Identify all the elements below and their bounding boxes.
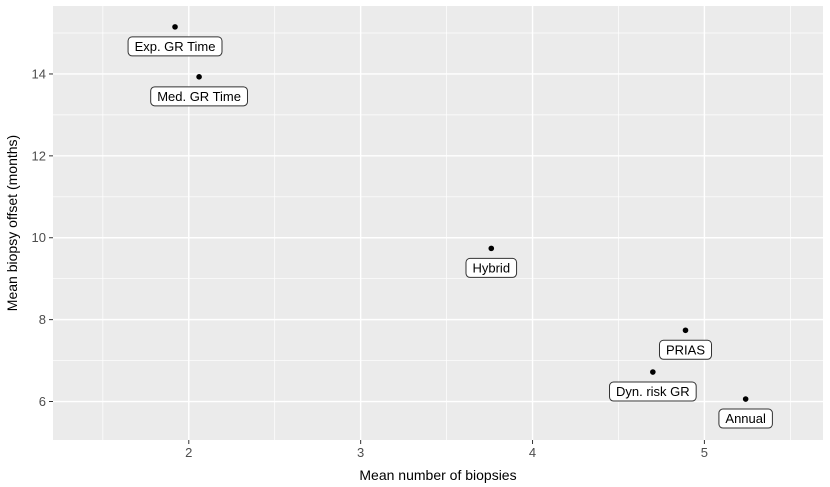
point-label-box (127, 36, 223, 57)
point-label-text: Annual (725, 411, 766, 426)
data-point (488, 245, 495, 252)
point-label-box (718, 408, 773, 429)
grid-layer (53, 6, 823, 440)
point-label: Med. GR Time (150, 86, 248, 107)
data-point (682, 327, 689, 334)
y-axis-tick-label: 8 (39, 312, 46, 327)
x-axis-tick-label: 4 (529, 445, 536, 460)
point-label: PRIAS (658, 339, 713, 360)
y-axis-tick-label: 10 (32, 230, 46, 245)
point-layer (172, 24, 749, 402)
point-label: Hybrid (465, 257, 518, 278)
point-label-box (465, 257, 518, 278)
x-axis-tick-label: 5 (701, 445, 708, 460)
point-label-box (609, 381, 697, 402)
point-label: Dyn. risk GR (609, 381, 697, 402)
x-axis-title: Mean number of biopsies (359, 467, 516, 483)
plot-panel-background (53, 6, 823, 440)
data-point (172, 24, 178, 30)
point-label-text: Hybrid (472, 260, 510, 275)
tick-layer: 2 3 4 5 6 8 10 12 14 (32, 66, 708, 460)
point-label-text: PRIAS (666, 342, 705, 357)
data-point (742, 396, 749, 402)
data-point (650, 369, 656, 375)
point-label: Exp. GR Time (127, 36, 223, 57)
data-point (196, 74, 202, 80)
point-label-box (150, 86, 248, 107)
y-axis-tick-label: 6 (39, 394, 46, 409)
point-label-text: Dyn. risk GR (616, 384, 690, 399)
point-label-text: Exp. GR Time (135, 39, 216, 54)
x-axis-tick-label: 2 (185, 445, 192, 460)
y-axis-tick-label: 14 (32, 66, 46, 81)
y-axis-title: Mean biopsy offset (months) (4, 135, 20, 311)
y-axis-tick-label: 12 (32, 148, 46, 163)
panel-layer (53, 6, 823, 440)
point-label: Annual (718, 408, 773, 429)
x-axis-tick-label: 3 (357, 445, 364, 460)
point-label-layer: Exp. GR Time Med. GR Time Hybrid PRIAS Dyn. … (127, 36, 773, 429)
point-label-box (658, 339, 713, 360)
point-label-text: Med. GR Time (157, 89, 241, 104)
